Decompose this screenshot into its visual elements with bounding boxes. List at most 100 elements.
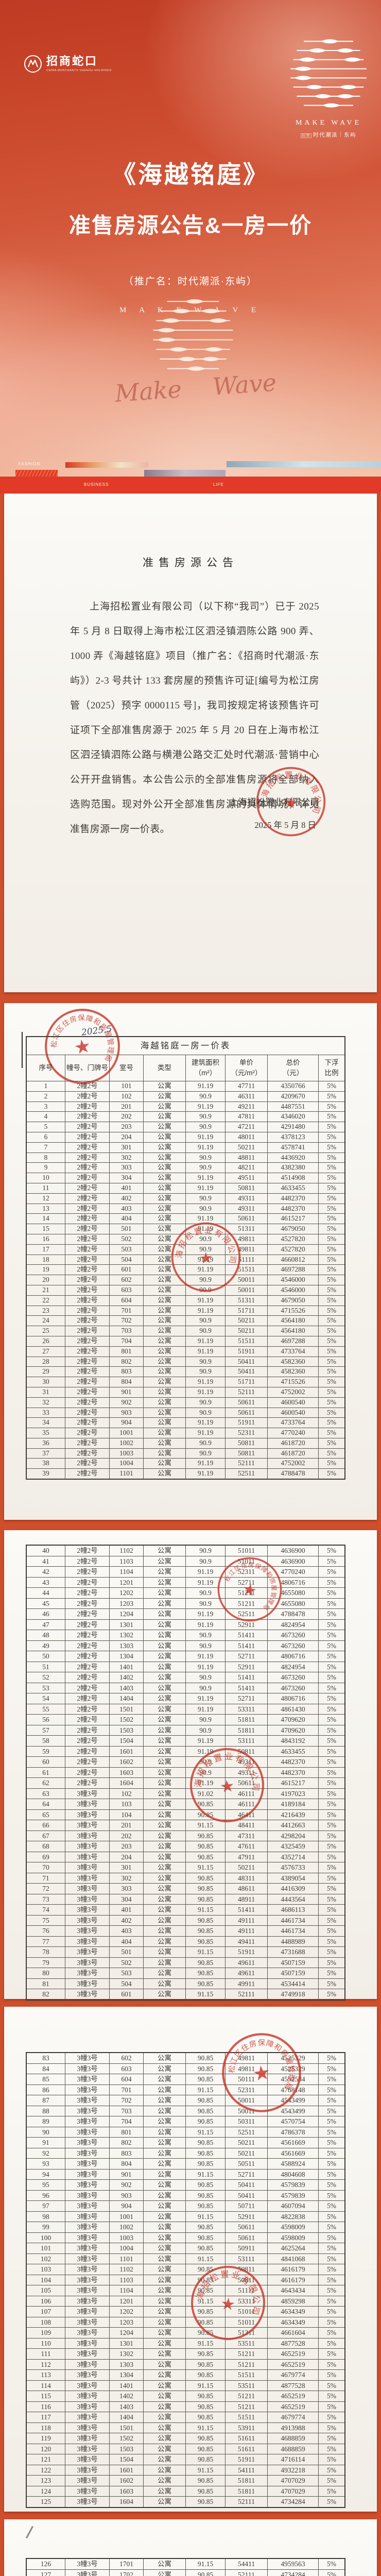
table-cell: 2幢2号: [65, 1397, 110, 1408]
table-cell: 91.15: [186, 2169, 226, 2179]
table-row: 117 3幢3号 1404 公寓 90.85 51511 4679774 5%: [27, 2412, 344, 2422]
table-cell: 公寓: [144, 1367, 186, 1377]
table-cell: 52111: [226, 1387, 268, 1397]
table-cell: 91.19: [186, 1255, 226, 1265]
table-cell: 12: [27, 1193, 65, 1204]
table-cell: 5%: [327, 2233, 336, 2242]
table-cell: 91.15: [186, 2084, 226, 2095]
table-cell: 1504: [110, 1736, 144, 1746]
table-cell: 52911: [226, 2211, 268, 2222]
table-cell: 90.85: [186, 2412, 226, 2422]
table-cell: 4482370: [268, 1193, 319, 1204]
page-title: 《海越铭庭》: [112, 161, 269, 188]
table-cell: 90.9: [186, 1725, 226, 1735]
table-cell: 5%: [327, 2445, 336, 2453]
table-cell: 51811: [226, 2486, 268, 2496]
table-cell: 5%: [327, 1779, 336, 1787]
table-cell: 701: [110, 2084, 144, 2095]
table-cell: 4841068: [268, 2253, 319, 2264]
table-cell: 118: [27, 2422, 65, 2433]
table-cell: 90.85: [186, 1852, 226, 1862]
table-cell: 703: [110, 1326, 144, 1336]
table-cell: 4634349: [268, 2317, 319, 2327]
table-cell: 1702: [110, 2570, 144, 2576]
table-cell: 5%: [327, 1568, 336, 1575]
table-cell: 4679774: [268, 2412, 319, 2422]
svg-text:★: ★: [283, 793, 299, 812]
table-cell: 5%: [327, 2434, 336, 2442]
table-cell: 5%: [327, 1143, 336, 1151]
table-cell: 4636900: [268, 1546, 319, 1556]
table-cell: 5%: [327, 2498, 336, 2505]
table-cell: 5%: [327, 1726, 336, 1734]
table-cell: 公寓: [144, 1841, 186, 1852]
table-cell: 95: [27, 2180, 65, 2190]
table-cell: 503: [110, 1244, 144, 1255]
table-cell: 90.9: [186, 1448, 226, 1459]
table-cell: 90.9: [186, 1598, 226, 1608]
price-table: 40 2幢2号 1102 公寓 90.9 51011 4636900 5% 41 2幢2号 1103…: [26, 1545, 345, 2001]
table-row: 95 3幢3号 902 公寓 90.85 50411 4579839 5%: [27, 2179, 344, 2190]
table-row: 102 3幢3号 1101 公寓 91.15 53111 4841068 5%: [27, 2253, 344, 2264]
table-cell: 52311: [226, 2084, 268, 2095]
table-cell: 公寓: [144, 1947, 186, 1957]
table-cell: 5%: [327, 1469, 336, 1478]
table-row: 8 2幢2号 302 公寓 90.9 48811 4436920 5%: [27, 1152, 344, 1163]
table-cell: 4579839: [268, 2190, 319, 2200]
table-cell: 76: [27, 1926, 65, 1936]
table-cell: 117: [27, 2412, 65, 2422]
table-cell: 91.15: [186, 2338, 226, 2348]
strip-word-business: BUSINESS: [84, 482, 109, 487]
table-cell: 5%: [327, 2096, 336, 2104]
table-cell: 803: [110, 2148, 144, 2158]
table-cell: 3幢3号: [65, 2486, 110, 2496]
table-cell: 46: [27, 1609, 65, 1619]
table-cell: 90.85: [186, 2391, 226, 2401]
table-row: 98 3幢3号 1001 公寓 91.15 52911 4822838 5%: [27, 2211, 344, 2222]
table-cell: 2幢2号: [65, 1295, 110, 1306]
company-stamp: 上海招松置业有限公司 ★: [183, 2252, 271, 2346]
table-cell: 公寓: [144, 1459, 186, 1469]
table-cell: 5%: [327, 2381, 336, 2389]
table-cell: 90.85: [186, 2401, 226, 2412]
table-cell: 公寓: [144, 1346, 186, 1357]
table-cell: 90.9: [186, 1244, 226, 1255]
table-row: 45 2幢2号 1203 公寓 90.9 51211 4655080 5%: [27, 1598, 344, 1608]
table-cell: 4806716: [268, 1651, 319, 1662]
table-cell: 604: [110, 2074, 144, 2084]
table-cell: 91.19: [186, 1609, 226, 1619]
table-cell: 404: [110, 1214, 144, 1224]
table-row: 16 2幢2号 502 公寓 90.9 49811 4527820 5%: [27, 1233, 344, 1244]
table-cell: 88: [27, 2106, 65, 2116]
table-row: 127 3幢3号 1702 公寓 90.85 52111 4734284 5%: [27, 2569, 344, 2576]
table-cell: 35: [27, 1428, 65, 1438]
table-cell: 90.85: [186, 2201, 226, 2211]
table-cell: 5%: [327, 1747, 336, 1755]
table-cell: 2幢2号: [65, 1091, 110, 1101]
table-cell: 3幢3号: [65, 2497, 110, 2507]
table-cell: 47811: [226, 1112, 268, 1122]
table-cell: 2幢2号: [65, 1704, 110, 1714]
table-cell: 3幢3号: [65, 1989, 110, 1999]
table-cell: 4543499: [268, 2106, 319, 2116]
table-cell: 公寓: [144, 2264, 186, 2275]
table-cell: 5%: [327, 1641, 336, 1650]
table-cell: 1402: [110, 1672, 144, 1683]
table-cell: 90.85: [186, 2317, 226, 2327]
table-cell: 1403: [110, 1683, 144, 1693]
table-cell: 公寓: [144, 2307, 186, 2317]
table-cell: 5%: [327, 2149, 336, 2157]
table-cell: 6: [27, 1132, 65, 1142]
table-cell: 4786378: [268, 2127, 319, 2137]
table-cell: 50611: [226, 1214, 268, 1224]
table-cell: 4752002: [268, 1387, 319, 1397]
table-cell: 公寓: [144, 1778, 186, 1788]
table-cell: 4673260: [268, 1672, 319, 1683]
table-cell: 3幢3号: [65, 2338, 110, 2348]
table-cell: 5%: [327, 1620, 336, 1629]
table-cell: 44: [27, 1588, 65, 1598]
table-cell: 4600540: [268, 1397, 319, 1408]
table-cell: 11: [27, 1183, 65, 1193]
table-cell: 50911: [226, 2243, 268, 2253]
table-cell: 1604: [110, 2497, 144, 2507]
